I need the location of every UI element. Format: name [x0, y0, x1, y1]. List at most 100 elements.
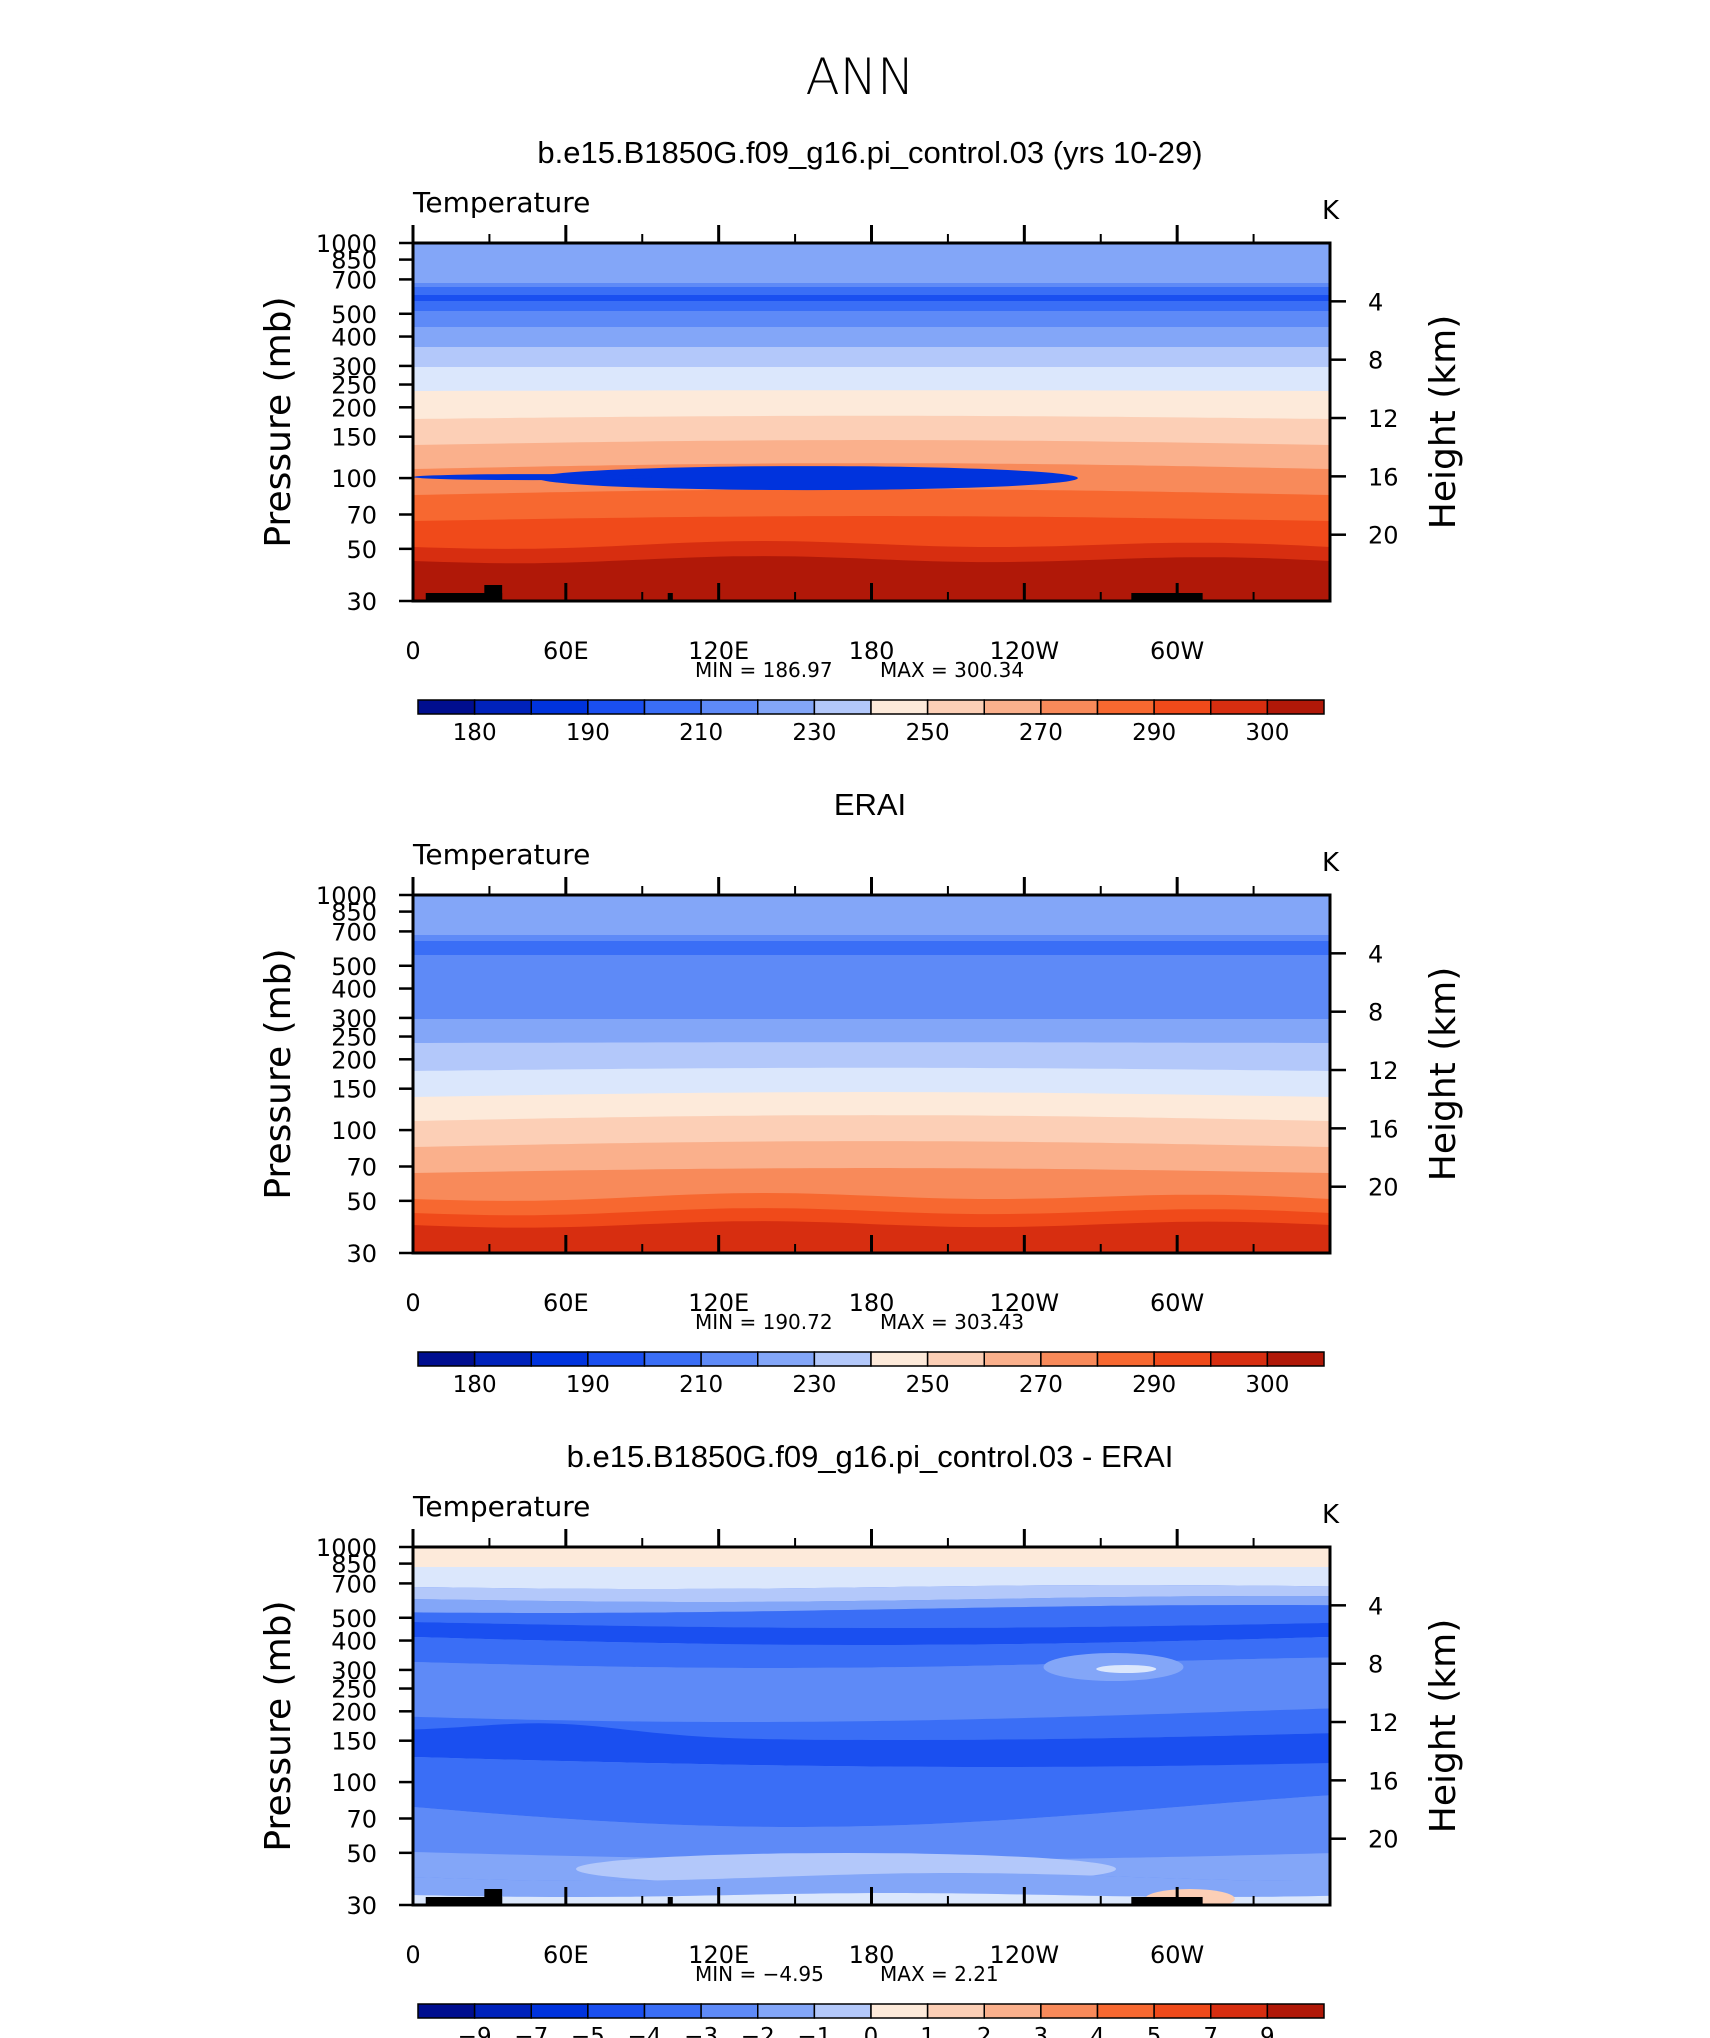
- colorbar-label: 210: [679, 720, 723, 746]
- colorbar-box: [1266, 2003, 1325, 2019]
- colorbar-box: [473, 1351, 532, 1367]
- panel-3-right-string: K: [1322, 1500, 1340, 1530]
- colorbar-box: [587, 2003, 646, 2019]
- x-tick-label: 180: [849, 1941, 895, 1969]
- panel-3: b.e15.B1850G.f09_g16.pi_control.03 - ERA…: [258, 1439, 1464, 2038]
- colorbar-box: [1040, 2003, 1099, 2019]
- y-tick-label: 100: [331, 465, 377, 493]
- x-tick-label: 120E: [688, 1289, 749, 1317]
- colorbar-label: 270: [1019, 1372, 1063, 1398]
- y-tick-label: 700: [331, 266, 377, 294]
- land-mask-shape: [667, 593, 673, 601]
- x-tick-label: 120W: [990, 1941, 1060, 1969]
- colorbar-label: −7: [514, 2024, 548, 2038]
- panel-1-left-string: Temperature: [412, 186, 590, 219]
- cold-tropopause-blob: [537, 466, 1078, 491]
- height-tick-label: 4: [1368, 288, 1383, 316]
- x-tick-label: 120E: [688, 637, 749, 665]
- colorbar-box: [643, 2003, 702, 2019]
- height-tick-label: 8: [1368, 347, 1383, 375]
- y-tick-label: 150: [331, 1728, 377, 1756]
- panel-1-right-string: K: [1322, 196, 1340, 226]
- colorbar-label: 300: [1245, 720, 1289, 746]
- colorbar-label: −4: [628, 2024, 662, 2038]
- panel-3-title: b.e15.B1850G.f09_g16.pi_control.03 - ERA…: [567, 1439, 1174, 1474]
- colorbar-label: 230: [792, 720, 836, 746]
- colorbar-box: [587, 699, 646, 715]
- colorbar-box: [530, 2003, 589, 2019]
- colorbar-box: [1096, 2003, 1155, 2019]
- x-tick-label: 180: [849, 1289, 895, 1317]
- diff-band-5: [413, 1622, 1330, 1651]
- diff-band-13: [413, 1873, 1330, 1897]
- panel-1-contours: [413, 243, 1330, 601]
- y-tick-label: 250: [331, 1024, 377, 1052]
- y-tick-label: 500: [331, 301, 377, 329]
- colorbar-label: 180: [453, 720, 497, 746]
- y-tick-label: 100: [331, 1117, 377, 1145]
- colorbar-box: [983, 2003, 1042, 2019]
- y-tick-label: 1000: [316, 882, 377, 910]
- panel-2-right-string: K: [1322, 848, 1340, 878]
- x-tick-label: 0: [405, 1289, 420, 1317]
- cold-tropopause-thin: [413, 474, 653, 481]
- colorbar-box: [700, 699, 759, 715]
- colorbar-box: [926, 1351, 985, 1367]
- height-tick-label: 4: [1368, 940, 1383, 968]
- colorbar-label: 290: [1132, 720, 1176, 746]
- y-tick-label: 100: [331, 1769, 377, 1797]
- colorbar-box: [926, 699, 985, 715]
- diff-band-4: [413, 1605, 1330, 1628]
- colorbar-box: [417, 1351, 476, 1367]
- panel-2-max-label: MAX = 303.43: [880, 1310, 1024, 1334]
- x-tick-label: 60W: [1150, 637, 1204, 665]
- land-mask-shape: [425, 593, 503, 601]
- panel-2-min-label: MIN = 190.72: [695, 1310, 833, 1334]
- y-tick-label: 400: [331, 1628, 377, 1656]
- colorbar-label: 2: [977, 2024, 992, 2038]
- colorbar-box: [757, 699, 816, 715]
- y-tick-label: 300: [331, 1657, 377, 1685]
- panel-3-min-label: MIN = −4.95: [695, 1962, 824, 1986]
- panel-2-axes: 0 60E 120E 180 120W 60W3050701001502002503004…: [316, 877, 1399, 1317]
- panel-3-colorbar: −9 −7 −5 −4 −3 −2 −1 0 1 2 3 4 5 7 9: [417, 2003, 1325, 2038]
- colorbar-label: 270: [1019, 720, 1063, 746]
- colorbar-box: [1210, 1351, 1269, 1367]
- panel-3-ylabel-right: Height (km): [1423, 1619, 1464, 1833]
- x-tick-label: 120W: [990, 637, 1060, 665]
- colorbar-box: [1266, 1351, 1325, 1367]
- colorbar-label: −5: [571, 2024, 605, 2038]
- height-tick-label: 20: [1368, 1174, 1399, 1202]
- colorbar-box: [700, 1351, 759, 1367]
- colorbar-box: [1210, 2003, 1269, 2019]
- colorbar-box: [1040, 1351, 1099, 1367]
- y-tick-label: 30: [346, 1892, 377, 1920]
- colorbar-box: [813, 1351, 872, 1367]
- panel-1-axes: 0 60E 120E 180 120W 60W3050701001502002503004…: [316, 225, 1399, 665]
- x-tick-label: 60W: [1150, 1289, 1204, 1317]
- panel-1: b.e15.B1850G.f09_g16.pi_control.03 (yrs …: [258, 135, 1464, 746]
- y-tick-label: 1000: [316, 230, 377, 258]
- colorbar-label: 230: [792, 1372, 836, 1398]
- colorbar-label: −3: [684, 2024, 718, 2038]
- y-tick-label: 70: [346, 501, 377, 529]
- x-tick-label: 180: [849, 637, 895, 665]
- y-tick-label: 50: [346, 536, 377, 564]
- y-tick-label: 500: [331, 1605, 377, 1633]
- y-tick-label: 700: [331, 918, 377, 946]
- colorbar-label: 4: [1090, 2024, 1105, 2038]
- y-tick-label: 150: [331, 1076, 377, 1104]
- colorbar-label: 300: [1245, 1372, 1289, 1398]
- diff-band-11: [413, 1795, 1330, 1863]
- diff-band-9: [413, 1723, 1330, 1781]
- colorbar-box: [473, 699, 532, 715]
- panel-2-contours: [413, 895, 1330, 1253]
- land-mask-shape: [425, 1897, 503, 1905]
- colorbar-label: 210: [679, 1372, 723, 1398]
- y-tick-label: 50: [346, 1188, 377, 1216]
- y-tick-label: 200: [331, 1698, 377, 1726]
- y-tick-label: 200: [331, 1046, 377, 1074]
- y-tick-label: 300: [331, 353, 377, 381]
- colorbar-box: [813, 699, 872, 715]
- colorbar-label: 250: [906, 1372, 950, 1398]
